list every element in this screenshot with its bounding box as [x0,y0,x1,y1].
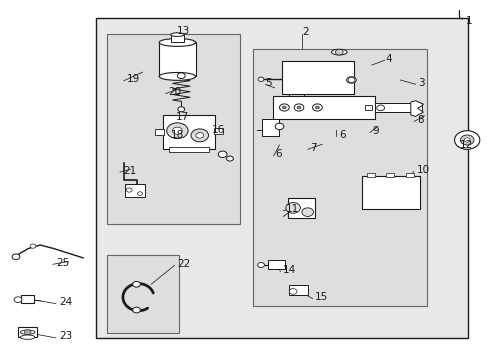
Bar [21,296,34,303]
Text: 5: 5 [265,78,271,88]
Text: 4: 4 [385,54,391,64]
Circle shape [459,135,473,145]
Text: 10: 10 [416,165,429,175]
Bar [362,176,419,209]
Circle shape [132,307,140,313]
Bar [288,285,307,295]
Text: 20: 20 [168,87,182,97]
Circle shape [275,123,284,130]
Circle shape [196,132,203,138]
Text: 16: 16 [211,125,224,135]
Bar [253,49,427,306]
Text: 1: 1 [465,16,471,26]
Text: 6: 6 [275,149,282,159]
Circle shape [301,208,313,216]
Circle shape [454,131,479,149]
Text: 19: 19 [126,74,140,84]
Circle shape [24,330,31,335]
Circle shape [137,192,142,195]
Ellipse shape [346,77,356,83]
Bar [366,173,374,177]
Circle shape [376,105,384,111]
Ellipse shape [159,39,195,46]
Circle shape [257,262,264,267]
Bar [19,327,37,337]
Bar [267,260,285,269]
Bar [107,34,239,224]
Circle shape [14,297,22,302]
Circle shape [347,77,354,82]
Text: 18: 18 [170,130,183,140]
Bar [159,42,196,76]
Ellipse shape [159,72,195,80]
Ellipse shape [331,49,346,55]
Text: 3: 3 [418,78,425,88]
Bar [170,35,184,42]
Circle shape [178,107,184,112]
Text: 6: 6 [338,130,345,140]
Bar [287,198,314,217]
Circle shape [296,106,300,109]
Circle shape [166,123,188,139]
Bar [169,147,208,152]
Text: 22: 22 [177,259,190,269]
Text: 24: 24 [59,297,72,307]
Bar [125,184,144,197]
Text: 21: 21 [122,166,136,176]
Bar [272,96,374,118]
Ellipse shape [170,33,184,36]
Bar [282,61,354,94]
Circle shape [177,73,185,78]
Bar [374,103,422,112]
Text: 25: 25 [56,258,69,268]
Circle shape [463,138,469,142]
Text: 7: 7 [309,143,316,153]
Text: 14: 14 [282,265,295,275]
Bar [154,129,164,135]
Circle shape [293,104,303,111]
Circle shape [218,151,226,157]
Circle shape [282,106,286,109]
Bar [163,114,215,149]
Bar [107,255,179,333]
Circle shape [312,104,322,111]
Circle shape [12,254,20,260]
Text: 23: 23 [59,332,72,342]
Circle shape [315,106,319,109]
Bar [214,128,223,134]
Text: 17: 17 [175,112,188,122]
Bar [261,119,278,136]
Circle shape [279,104,288,111]
Circle shape [258,77,264,81]
Text: 11: 11 [285,204,299,214]
Text: 13: 13 [176,26,189,36]
Circle shape [191,129,208,142]
Circle shape [226,156,233,161]
Circle shape [335,49,343,55]
Bar [405,173,413,177]
Circle shape [285,203,300,213]
Bar [365,105,371,111]
Text: 15: 15 [314,292,327,302]
Circle shape [172,127,182,134]
Circle shape [126,188,132,192]
Ellipse shape [20,330,35,334]
Circle shape [30,244,36,248]
Circle shape [132,282,140,287]
Bar [96,18,467,338]
Ellipse shape [20,335,35,339]
Bar [386,173,393,177]
Text: 8: 8 [416,115,423,125]
Text: 9: 9 [371,126,378,136]
Circle shape [288,289,296,294]
Text: 12: 12 [458,140,472,150]
Polygon shape [410,101,423,116]
Text: 2: 2 [301,27,308,37]
